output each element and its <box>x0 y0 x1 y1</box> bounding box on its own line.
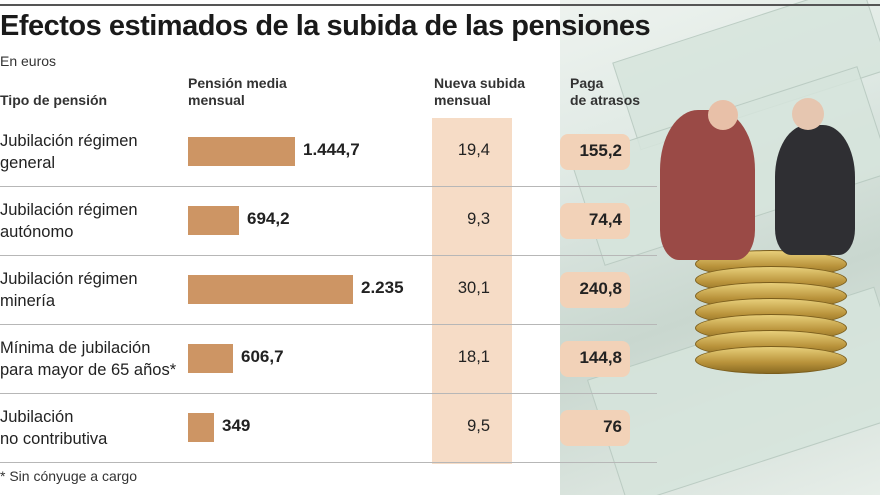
rise-column-band <box>432 118 512 464</box>
row-divider <box>0 255 657 256</box>
mean-bar <box>188 413 214 442</box>
table-row: Jubilación régimen general 1.444,7 19,4 … <box>0 118 657 187</box>
arrears-value: 155,2 <box>579 141 622 160</box>
coin-stack-icon <box>695 250 847 380</box>
footnote: * Sin cónyuge a cargo <box>0 468 137 484</box>
table-row: Mínima de jubilación para mayor de 65 añ… <box>0 325 657 394</box>
arrears-value: 76 <box>603 417 622 436</box>
mean-bar <box>188 206 239 235</box>
pension-type-label: Jubilación régimen general <box>0 132 138 172</box>
header-type: Tipo de pensión <box>0 92 108 108</box>
header-arrears-line2: de atrasos <box>570 92 641 108</box>
header-mean: Pensión media mensual <box>188 75 287 109</box>
arrears-pill <box>560 272 630 308</box>
mean-value-label: 349 <box>222 416 251 435</box>
header-arrears-line1: Paga <box>570 75 604 91</box>
mean-value-label: 606,7 <box>241 347 284 366</box>
header-arrears: Paga de atrasos <box>570 75 640 109</box>
pension-type-label: Mínima de jubilación para mayor de 65 añ… <box>0 339 177 379</box>
mean-value-label: 2.235 <box>361 278 404 297</box>
pension-type-label: Jubilación régimen minería <box>0 270 138 310</box>
table-row: Jubilación régimen autónomo 694,2 9,3 74… <box>0 187 657 256</box>
arrears-pill <box>560 341 630 377</box>
pension-type-label: Jubilación régimen autónomo <box>0 201 138 241</box>
header-rise: Nueva subida mensual <box>434 75 525 109</box>
mean-value-label: 1.444,7 <box>303 140 360 159</box>
rise-value: 9,5 <box>467 417 490 435</box>
rise-value: 9,3 <box>467 210 490 228</box>
elderly-man-head <box>792 98 824 130</box>
arrears-value: 144,8 <box>579 348 622 367</box>
row-divider <box>0 186 657 187</box>
header-mean-line2: mensual <box>188 92 245 108</box>
rise-value: 30,1 <box>457 279 490 297</box>
elderly-woman-head <box>708 100 738 130</box>
header-rise-line1: Nueva subida <box>434 75 526 91</box>
arrears-pill <box>560 134 630 170</box>
elderly-woman-figure <box>660 110 755 260</box>
arrears-value: 74,4 <box>588 210 622 229</box>
table-row: Jubilación régimen minería 2.235 30,1 24… <box>0 256 657 325</box>
row-divider <box>0 324 657 325</box>
mean-bar <box>188 344 233 373</box>
rise-value: 19,4 <box>457 141 490 159</box>
row-divider <box>0 393 657 394</box>
arrears-pill <box>560 410 630 446</box>
chart-title: Efectos estimados de la subida de las pe… <box>0 10 651 42</box>
unit-label: En euros <box>0 53 57 69</box>
header-rise-line2: mensual <box>434 92 491 108</box>
mean-bar <box>188 137 295 166</box>
header-mean-line1: Pensión media <box>188 75 287 91</box>
pension-type-label: Jubilación no contributiva <box>0 408 108 448</box>
mean-value-label: 694,2 <box>247 209 290 228</box>
elderly-man-figure <box>775 125 855 255</box>
rise-value: 18,1 <box>457 348 490 366</box>
table-row: Jubilación no contributiva 349 9,5 76 <box>0 394 657 463</box>
arrears-value: 240,8 <box>579 279 622 298</box>
arrears-pill <box>560 203 630 239</box>
mean-bar <box>188 275 353 304</box>
row-divider <box>0 462 657 463</box>
top-rule <box>0 4 880 6</box>
